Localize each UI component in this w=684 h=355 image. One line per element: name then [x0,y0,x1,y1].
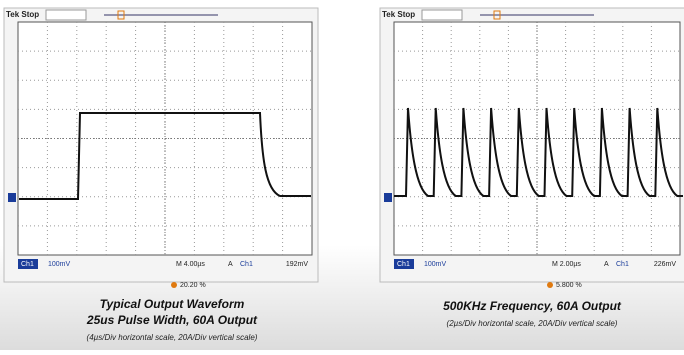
figure: Tek Stop Ch1 100mV M 4.00µs A Ch1 192mV 20.20 %… [0,0,684,350]
position-icon [171,282,177,288]
position-label: 20.20 % [180,282,206,289]
timebase-label: M 2.00µs [552,261,581,268]
trigger-mode: A [228,261,233,268]
position-label: 5.800 % [556,282,582,289]
channel-label: Ch1 [21,261,34,268]
header-box [422,10,462,20]
ground-marker [384,193,392,202]
trigger-level: 192mV [286,261,309,268]
ground-marker [8,193,16,202]
caption-note: (2µs/Div horizontal scale, 20A/Div verti… [447,319,618,328]
channel-label: Ch1 [397,261,410,268]
volts-label: 100mV [424,261,447,268]
caption-title: Typical Output Waveform [100,297,245,311]
scope-header: Tek Stop [382,10,415,19]
scope-header: Tek Stop [6,10,39,19]
header-box [46,10,86,20]
trigger-channel: Ch1 [240,261,253,268]
trigger-level: 226mV [654,261,677,268]
timebase-label: M 4.00µs [176,261,205,268]
trigger-mode: A [604,261,609,268]
caption-note: (4µs/Div horizontal scale, 20A/Div verti… [87,333,258,342]
page: {"left": {"header": "Tek Stop", "channel… [0,0,684,350]
caption-subtitle: 25us Pulse Width, 60A Output [86,313,258,327]
volts-label: 100mV [48,261,71,268]
position-icon [547,282,553,288]
caption-title: 500KHz Frequency, 60A Output [443,299,622,313]
trigger-channel: Ch1 [616,261,629,268]
